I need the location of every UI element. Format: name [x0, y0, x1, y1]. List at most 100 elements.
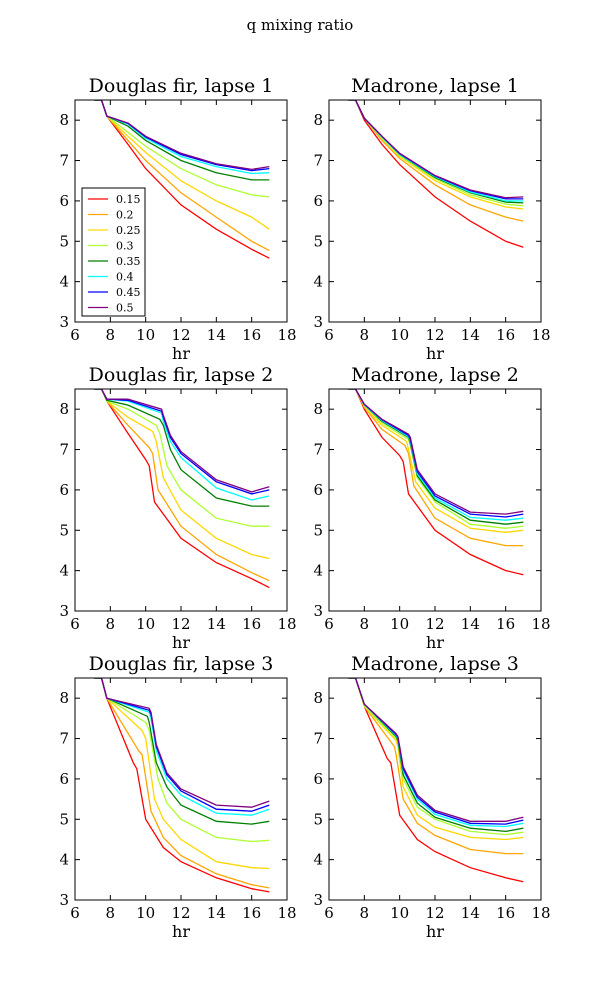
chart-panel-3: Douglas fir, lapse 2 6 8 10 12 14 16 18 3 4 5 6 7 8 hr: [59, 364, 296, 652]
x-tick-label: 14: [461, 326, 480, 344]
series-line-0.35: [348, 678, 524, 833]
series-line-0.35: [348, 100, 524, 204]
series-line-0.35: [348, 389, 524, 525]
y-tick-label: 5: [59, 810, 69, 828]
series-line-0.25: [348, 100, 524, 210]
y-tick-label: 7: [59, 730, 69, 748]
y-tick-label: 7: [59, 152, 69, 170]
y-tick-label: 8: [313, 689, 323, 707]
x-tick-label: 6: [324, 615, 334, 633]
legend: 0.15 0.2 0.25 0.3 0.35 0.4 0.45 0.5: [81, 187, 146, 317]
chart-panel-6: Madrone, lapse 3 6 8 10 12 14 16 18 3 4 5 6 7 8 hr: [313, 653, 550, 941]
legend-item: 0.45: [88, 286, 141, 299]
figure-title: q mixing ratio: [246, 16, 354, 34]
y-tick-label: 6: [59, 192, 69, 210]
legend-label: 0.4: [116, 271, 134, 284]
series-line-0.2: [94, 389, 270, 582]
x-tick-label: 8: [360, 326, 370, 344]
y-tick-label: 7: [313, 730, 323, 748]
y-tick-label: 3: [313, 891, 323, 909]
chart-panel-1: Douglas fir, lapse 1 6 8 10 12 14 16 18 3 4 5 6 7 8 hr…: [59, 75, 296, 363]
y-tick-label: 8: [59, 400, 69, 418]
x-tick-label: 14: [461, 615, 480, 633]
x-axis-label: hr: [426, 344, 444, 363]
legend-item: 0.4: [88, 271, 134, 284]
legend-label: 0.15: [116, 193, 141, 206]
legend-label: 0.2: [116, 209, 134, 222]
x-axis-label: hr: [172, 633, 190, 652]
panel-title: Douglas fir, lapse 3: [89, 653, 274, 675]
x-tick-label: 16: [242, 326, 261, 344]
x-tick-label: 12: [171, 615, 190, 633]
y-tick-label: 8: [313, 400, 323, 418]
legend-item: 0.35: [88, 255, 141, 268]
x-tick-label: 14: [207, 904, 226, 922]
series-line-0.4: [94, 678, 270, 816]
x-tick-label: 18: [277, 904, 296, 922]
x-tick-label: 18: [277, 326, 296, 344]
series-line-0.5: [348, 100, 524, 199]
panel-title: Madrone, lapse 1: [351, 75, 519, 97]
series-line-0.2: [348, 100, 524, 222]
x-axis-label: hr: [172, 344, 190, 363]
series-line-0.5: [94, 100, 270, 171]
y-tick-label: 4: [313, 273, 323, 291]
chart-panel-4: Madrone, lapse 2 6 8 10 12 14 16 18 3 4 5 6 7 8 hr: [313, 364, 550, 652]
x-tick-label: 18: [531, 326, 550, 344]
x-tick-label: 12: [171, 326, 190, 344]
x-tick-label: 8: [106, 904, 116, 922]
x-tick-label: 16: [496, 615, 515, 633]
panel-title: Madrone, lapse 3: [351, 653, 519, 675]
x-tick-label: 8: [360, 615, 370, 633]
series-line-0.3: [348, 389, 524, 529]
legend-label: 0.3: [116, 240, 134, 253]
series-line-0.25: [348, 389, 524, 533]
y-tick-label: 7: [313, 441, 323, 459]
series-line-0.15: [348, 100, 524, 248]
y-tick-label: 7: [59, 441, 69, 459]
chart-panel-5: Douglas fir, lapse 3 6 8 10 12 14 16 18 3 4 5 6 7 8 hr: [59, 653, 296, 941]
legend-label: 0.5: [116, 302, 134, 315]
y-tick-label: 5: [313, 521, 323, 539]
axes-frame: [74, 388, 288, 612]
x-tick-label: 10: [136, 615, 155, 633]
x-tick-label: 16: [242, 615, 261, 633]
y-tick-label: 3: [313, 313, 323, 331]
y-tick-label: 4: [313, 851, 323, 869]
series-line-0.45: [94, 678, 270, 812]
chart-panel-2: Madrone, lapse 1 6 8 10 12 14 16 18 3 4 5 6 7 8 hr: [313, 75, 550, 363]
x-tick-label: 6: [70, 615, 80, 633]
x-tick-label: 12: [425, 326, 444, 344]
x-tick-label: 6: [324, 326, 334, 344]
legend-item: 0.2: [88, 209, 134, 222]
x-tick-label: 8: [106, 615, 116, 633]
x-axis-label: hr: [172, 922, 190, 941]
x-axis-label: hr: [426, 633, 444, 652]
legend-label: 0.45: [116, 286, 141, 299]
legend-box: [81, 187, 146, 317]
series-line-0.4: [94, 100, 270, 175]
x-tick-label: 10: [390, 326, 409, 344]
legend-label: 0.25: [116, 224, 141, 237]
x-tick-label: 16: [496, 904, 515, 922]
y-tick-label: 8: [59, 111, 69, 129]
x-tick-label: 6: [70, 904, 80, 922]
y-tick-label: 3: [313, 602, 323, 620]
x-tick-label: 10: [136, 326, 155, 344]
series-line-0.45: [94, 389, 270, 495]
axes-frame: [328, 677, 542, 901]
x-tick-label: 12: [171, 904, 190, 922]
y-tick-label: 4: [59, 851, 69, 869]
series-line-0.45: [348, 100, 524, 200]
x-tick-label: 14: [207, 615, 226, 633]
legend-label: 0.35: [116, 255, 141, 268]
series-line-0.5: [94, 678, 270, 808]
y-tick-label: 5: [59, 232, 69, 250]
legend-item: 0.5: [88, 302, 134, 315]
legend-item: 0.25: [88, 224, 141, 237]
legend-item: 0.15: [88, 193, 141, 206]
x-tick-label: 10: [390, 615, 409, 633]
y-tick-label: 3: [59, 602, 69, 620]
y-tick-label: 8: [313, 111, 323, 129]
